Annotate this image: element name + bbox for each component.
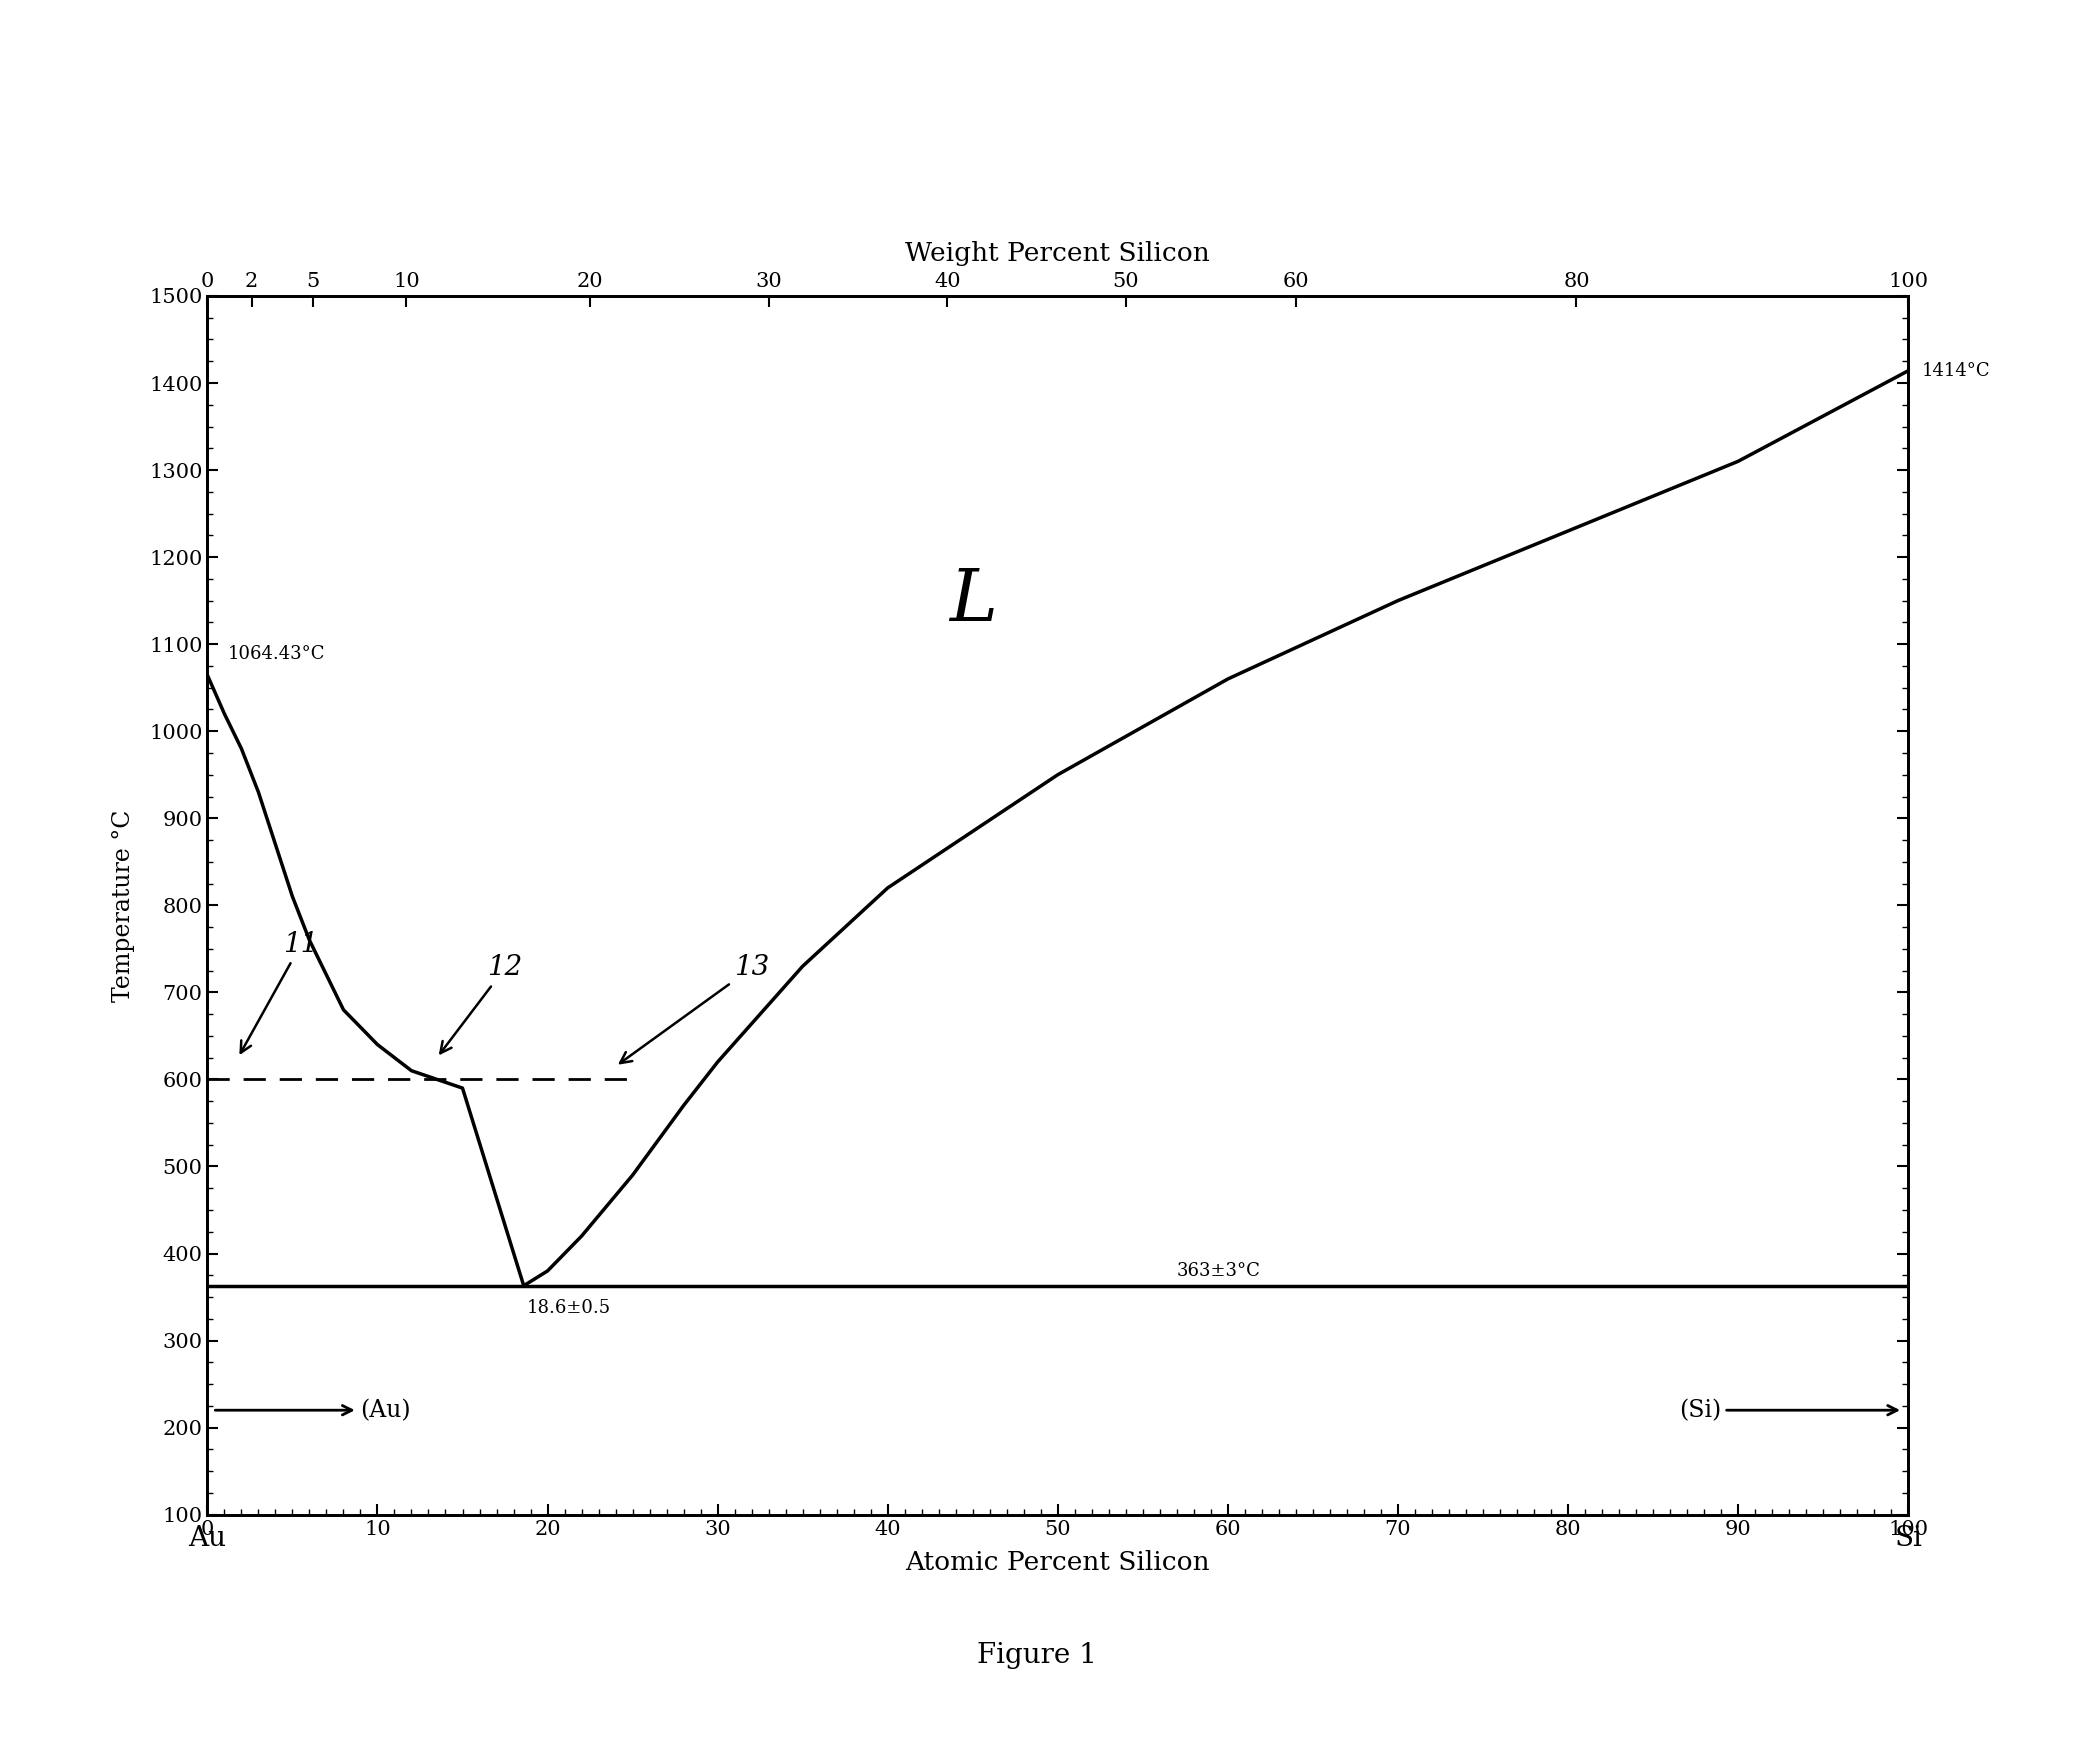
Y-axis label: Temperature °C: Temperature °C <box>112 810 135 1001</box>
Text: 11: 11 <box>241 931 319 1053</box>
Text: 12: 12 <box>440 954 523 1053</box>
X-axis label: Atomic Percent Silicon: Atomic Percent Silicon <box>906 1549 1209 1574</box>
Text: L: L <box>948 566 998 635</box>
Text: 18.6±0.5: 18.6±0.5 <box>527 1299 612 1316</box>
X-axis label: Weight Percent Silicon: Weight Percent Silicon <box>906 240 1209 266</box>
Text: Figure 1: Figure 1 <box>977 1642 1097 1668</box>
Text: Au: Au <box>189 1525 226 1553</box>
Text: 1414°C: 1414°C <box>1923 362 1991 380</box>
Text: 13: 13 <box>620 954 769 1064</box>
Text: (Au): (Au) <box>216 1398 411 1422</box>
Text: (Si): (Si) <box>1678 1398 1898 1422</box>
Text: 1064.43°C: 1064.43°C <box>228 646 326 663</box>
Text: 363±3°C: 363±3°C <box>1176 1262 1261 1280</box>
Text: Si: Si <box>1894 1525 1923 1553</box>
